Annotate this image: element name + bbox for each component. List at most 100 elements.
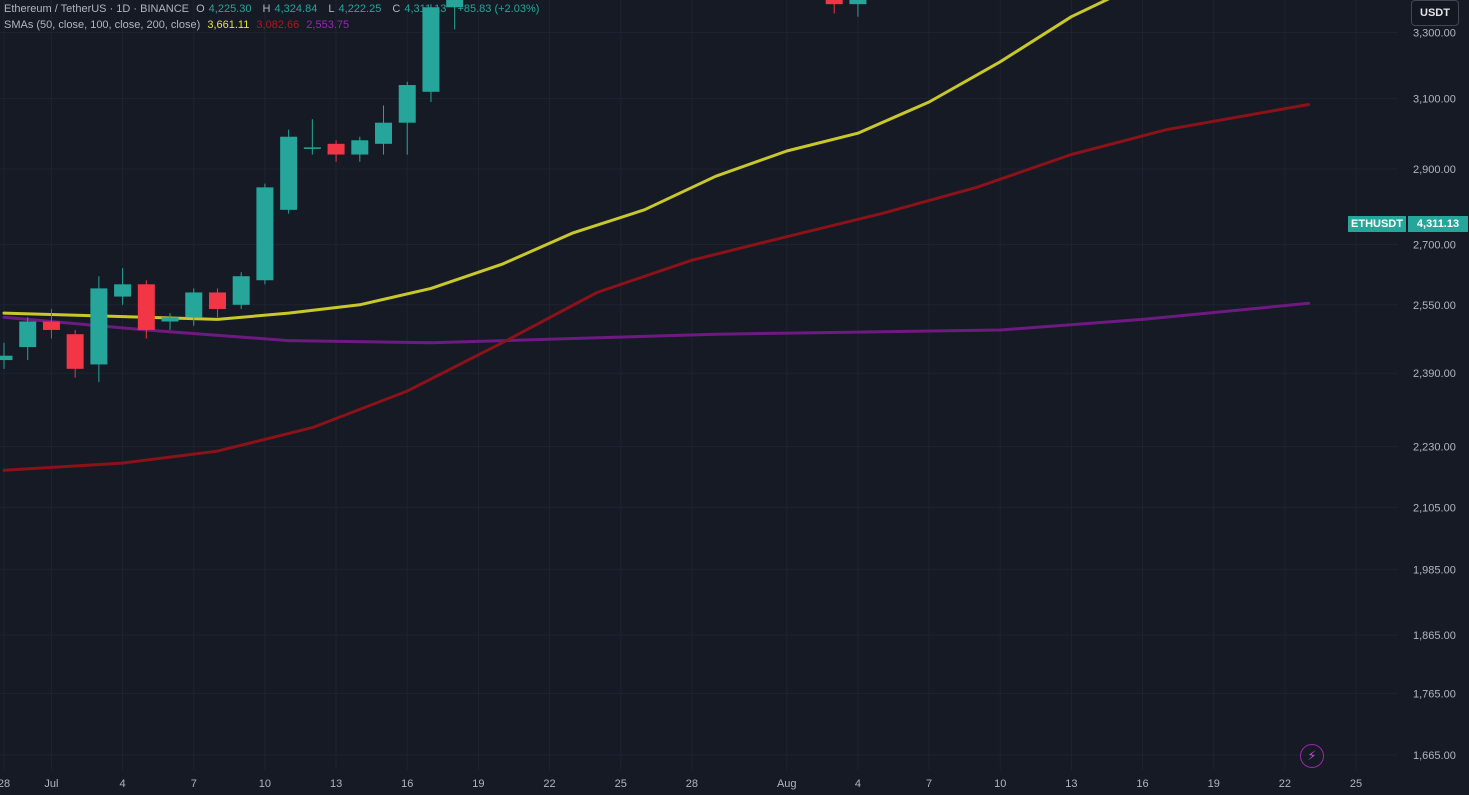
time-axis-label: 10 (994, 778, 1006, 790)
candle-body (90, 288, 108, 365)
sma-label: SMAs (50, close, 100, close, 200, close) (4, 19, 201, 31)
candle-body (137, 284, 155, 330)
last-price-tag: 4,311.13 (1408, 216, 1468, 232)
price-axis-label: 1,865.00 (1413, 630, 1456, 642)
time-axis-label: 10 (259, 778, 271, 790)
candle (825, 0, 843, 14)
candle (0, 342, 13, 369)
time-axis-label: 28 (686, 778, 698, 790)
time-axis-label: 28 (0, 778, 10, 790)
time-axis-label: 7 (926, 778, 932, 790)
time-axis-label: Aug (777, 778, 797, 790)
symbol-title: Ethereum / TetherUS · 1D · BINANCE (4, 3, 190, 15)
candle (849, 0, 867, 17)
time-axis-label: 19 (1208, 778, 1220, 790)
lightning-icon[interactable]: ⚡ (1300, 744, 1324, 768)
candle (256, 183, 274, 285)
candle (303, 119, 321, 155)
candle (42, 308, 60, 339)
candle-body (42, 321, 60, 330)
candle-body (256, 187, 274, 281)
candle-body (232, 276, 250, 305)
sma50-line (2, 0, 1110, 321)
candle-body (422, 7, 440, 92)
candle-body (66, 334, 84, 369)
candle (185, 288, 203, 326)
candle (232, 272, 250, 309)
time-axis-label: 22 (1279, 778, 1291, 790)
candle (422, 4, 440, 102)
time-axis-label: 19 (472, 778, 484, 790)
price-axis-label: 2,105.00 (1413, 502, 1456, 514)
time-axis-label: 22 (543, 778, 555, 790)
candle-body (114, 284, 132, 297)
close-value: 4,311.13 (404, 3, 447, 15)
high-value: 4,324.84 (274, 3, 318, 15)
time-axis-label: 4 (120, 778, 126, 790)
price-axis-label: 1,665.00 (1413, 750, 1456, 762)
sma100-value: 3,082.66 (256, 19, 300, 31)
candle-body (0, 355, 13, 361)
open-label: O (196, 3, 205, 15)
low-label: L (328, 3, 335, 15)
candle-body (825, 0, 843, 5)
candle-body (446, 0, 464, 8)
candle (208, 288, 226, 318)
time-axis-label: 7 (191, 778, 197, 790)
candle-body (351, 140, 369, 155)
candle-body (208, 292, 226, 309)
price-axis-label: 2,900.00 (1413, 164, 1456, 176)
time-axis-label: 25 (615, 778, 627, 790)
time-axis-label: 16 (401, 778, 413, 790)
time-axis-label: 4 (855, 778, 861, 790)
currency-button[interactable]: USDT (1411, 0, 1459, 26)
candle (137, 280, 155, 339)
symbol-price-tag: ETHUSDT (1348, 216, 1406, 232)
low-value: 4,222.25 (338, 3, 382, 15)
price-axis-label: 2,700.00 (1413, 239, 1456, 251)
change-value: +85.83 (+2.03%) (457, 3, 540, 15)
time-axis-label: 13 (1065, 778, 1077, 790)
open-value: 4,225.30 (208, 3, 252, 15)
candle-body (19, 321, 37, 348)
time-axis-label: Jul (44, 778, 58, 790)
candle-body (303, 147, 321, 149)
price-axis-label: 2,230.00 (1413, 441, 1456, 453)
candle (66, 329, 84, 378)
sma-legend: SMAs (50, close, 100, close, 200, close)… (4, 19, 353, 31)
candle-body (280, 136, 298, 210)
candle (351, 136, 369, 162)
candle-body (161, 317, 179, 322)
time-axis-label: 25 (1350, 778, 1362, 790)
candle-body (375, 122, 393, 144)
sma100-line (2, 103, 1311, 472)
price-axis-label: 2,550.00 (1413, 300, 1456, 312)
candle (90, 276, 108, 383)
candle-body (327, 143, 345, 155)
candle (19, 317, 37, 361)
sma50-value: 3,661.11 (207, 19, 250, 31)
candle (280, 129, 298, 214)
ohlc-legend: Ethereum / TetherUS · 1D · BINANCE O 4,22… (4, 3, 543, 15)
candle (446, 0, 464, 30)
high-label: H (262, 3, 271, 15)
candle (114, 268, 132, 305)
price-axis-label: 3,300.00 (1413, 28, 1456, 40)
sma200-value: 2,553.75 (306, 19, 350, 31)
candle (398, 81, 416, 155)
price-axis-label: 1,765.00 (1413, 688, 1456, 700)
candle (327, 140, 345, 162)
candle (375, 105, 393, 155)
candle-body (398, 85, 416, 123)
sma200-line (2, 301, 1311, 345)
candle (161, 313, 179, 330)
price-axis-label: 1,985.00 (1413, 564, 1456, 576)
candle-body (849, 0, 867, 5)
time-axis-label: 16 (1136, 778, 1148, 790)
price-axis-label: 2,390.00 (1413, 368, 1456, 380)
candle-body (185, 292, 203, 318)
price-axis-label: 3,100.00 (1413, 94, 1456, 106)
time-axis-label: 13 (330, 778, 342, 790)
